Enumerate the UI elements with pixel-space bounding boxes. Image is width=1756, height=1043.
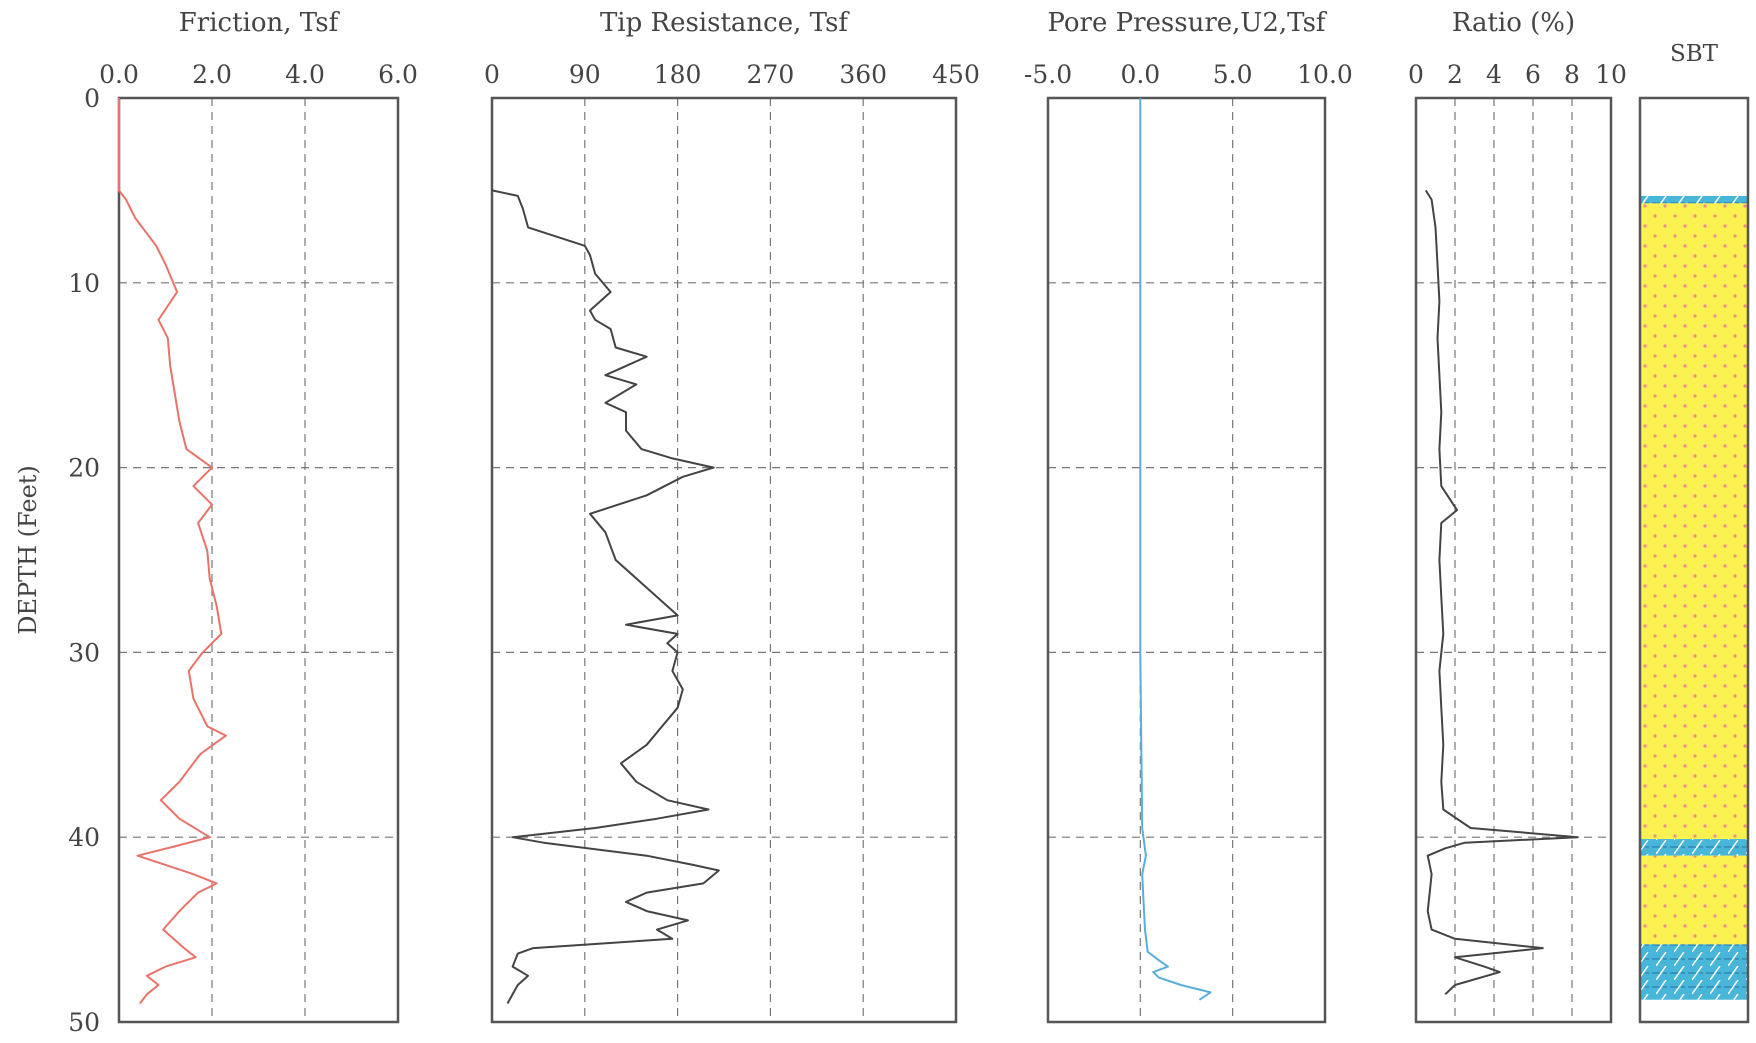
panel-frame [1046, 96, 1327, 1024]
y-tick-label: 20 [68, 454, 100, 483]
x-tick-label: 450 [932, 60, 980, 89]
sbt-title: SBT [1670, 41, 1719, 67]
x-tick-label: 6.0 [378, 60, 418, 89]
series-line-tip [491, 189, 720, 1004]
series-line-pore [1139, 98, 1212, 1001]
y-axis-label: DEPTH (Feet) [14, 465, 42, 635]
x-tick-label: 360 [839, 60, 887, 89]
panel-pore: Pore Pressure,U2,Tsf -5.0 0.0 5.0 10.0 [1024, 8, 1353, 1024]
x-tick-label: 10 [1595, 60, 1627, 89]
x-tick-label: 10.0 [1297, 60, 1353, 89]
series-line-friction [118, 98, 227, 1005]
x-tick-label: 2.0 [192, 60, 232, 89]
sbt-layer-texture [1640, 839, 1748, 856]
panel-title-pore: Pore Pressure,U2,Tsf [1047, 8, 1328, 38]
sbt-layer [1640, 999, 1748, 1022]
y-tick-label: 40 [68, 823, 100, 852]
x-tick-label: -5.0 [1024, 60, 1072, 89]
sbt-layer-texture [1640, 944, 1748, 1000]
panel-tip: Tip Resistance, Tsf 0 90 180 270 360 450 [484, 8, 980, 1024]
x-tick-label: 0.0 [1120, 60, 1160, 89]
series-line-ratio [1424, 189, 1579, 996]
sbt-frame [1638, 96, 1750, 1024]
x-tick-label: 4.0 [285, 60, 325, 89]
x-tick-label: 270 [747, 60, 795, 89]
x-tick-label: 2 [1447, 60, 1463, 89]
panel-friction: Friction, Tsf 0.0 2.0 4.0 6.0 [99, 8, 418, 1024]
sbt-column: SBT [1638, 41, 1750, 1024]
x-tick-label: 0 [484, 60, 500, 89]
panel-title-ratio: Ratio (%) [1452, 8, 1575, 38]
sbt-layer-texture [1640, 195, 1748, 204]
x-tick-label: 180 [654, 60, 702, 89]
x-tick-label: 5.0 [1213, 60, 1253, 89]
panel-frame [1414, 96, 1613, 1024]
x-tick-label: 0 [1408, 60, 1424, 89]
x-tick-label: 4 [1486, 60, 1502, 89]
y-tick-label: 10 [68, 269, 100, 298]
y-tick-label: 30 [68, 638, 100, 667]
y-tick-label: 50 [68, 1008, 100, 1037]
sbt-layer-texture [1640, 855, 1748, 945]
x-tick-label: 6 [1525, 60, 1541, 89]
panel-title-tip: Tip Resistance, Tsf [600, 8, 850, 38]
panel-frame [490, 96, 958, 1024]
panel-ratio: Ratio (%) 0 2 4 6 8 10 [1408, 8, 1627, 1024]
x-tick-label: 90 [569, 60, 601, 89]
x-tick-label: 0.0 [99, 60, 139, 89]
sbt-layer [1640, 98, 1748, 196]
panel-frame [117, 96, 400, 1024]
sbt-layer-texture [1640, 203, 1748, 840]
panel-title-friction: Friction, Tsf [179, 8, 341, 38]
y-tick-label: 0 [84, 84, 100, 113]
x-tick-label: 8 [1564, 60, 1580, 89]
